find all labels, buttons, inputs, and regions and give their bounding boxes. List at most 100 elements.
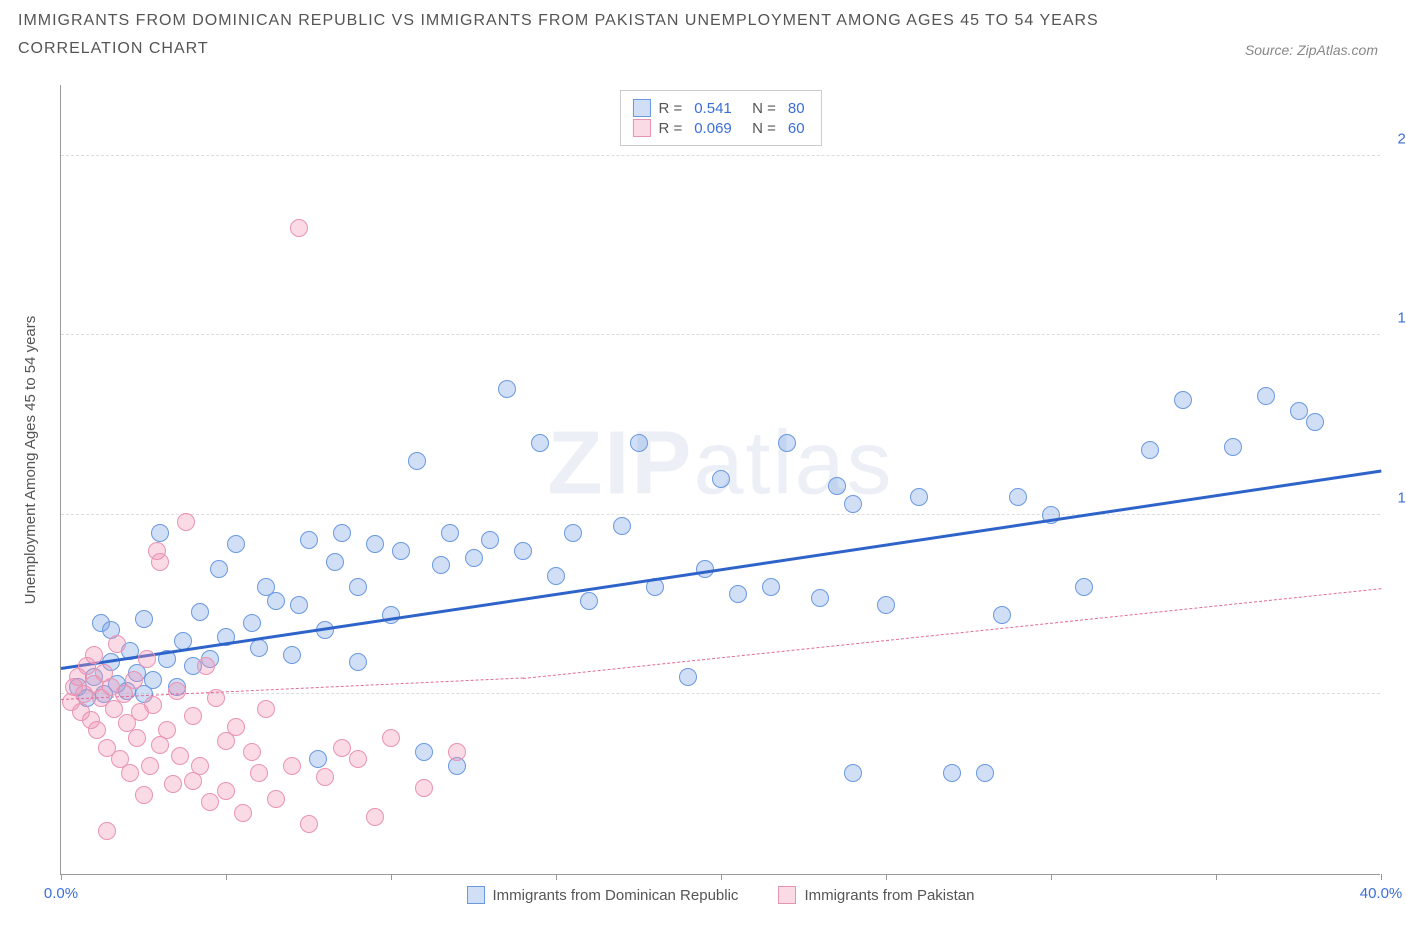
data-point — [1224, 438, 1242, 456]
data-point — [349, 750, 367, 768]
data-point — [234, 804, 252, 822]
watermark-bold: ZIP — [547, 413, 693, 513]
data-point — [243, 614, 261, 632]
x-tick — [1381, 874, 1382, 880]
data-point — [498, 380, 516, 398]
x-tick-label: 0.0% — [44, 885, 78, 902]
data-point — [191, 603, 209, 621]
data-point — [547, 567, 565, 585]
data-point — [531, 434, 549, 452]
data-point — [309, 750, 327, 768]
legend-r-label: R = — [658, 100, 682, 117]
legend-swatch — [467, 886, 485, 904]
y-tick-label: 10.0% — [1385, 489, 1406, 506]
x-tick — [721, 874, 722, 880]
chart-title-block: IMMIGRANTS FROM DOMINICAN REPUBLIC VS IM… — [18, 12, 1099, 68]
data-point — [125, 671, 143, 689]
data-point — [243, 743, 261, 761]
data-point — [98, 822, 116, 840]
data-point — [679, 668, 697, 686]
data-point — [910, 488, 928, 506]
data-point — [168, 682, 186, 700]
data-point — [316, 768, 334, 786]
x-tick — [886, 874, 887, 880]
data-point — [844, 495, 862, 513]
data-point — [811, 589, 829, 607]
data-point — [580, 592, 598, 610]
data-point — [267, 592, 285, 610]
trend-line — [523, 588, 1381, 679]
data-point — [432, 556, 450, 574]
data-point — [191, 757, 209, 775]
data-point — [382, 606, 400, 624]
series-legend-label: Immigrants from Pakistan — [804, 887, 974, 904]
legend-r-value: 0.069 — [694, 120, 732, 137]
data-point — [448, 743, 466, 761]
data-point — [135, 786, 153, 804]
gridline — [61, 334, 1380, 335]
data-point — [844, 764, 862, 782]
gridline — [61, 155, 1380, 156]
data-point — [144, 696, 162, 714]
x-tick — [1216, 874, 1217, 880]
data-point — [1174, 391, 1192, 409]
legend-n-label: N = — [744, 100, 776, 117]
watermark: ZIPatlas — [547, 412, 893, 515]
scatter-chart-area: ZIPatlas R =0.541 N =80R =0.069 N =60 Im… — [60, 85, 1380, 875]
data-point — [158, 721, 176, 739]
data-point — [333, 524, 351, 542]
data-point — [227, 535, 245, 553]
data-point — [88, 721, 106, 739]
data-point — [257, 700, 275, 718]
data-point — [514, 542, 532, 560]
x-tick — [61, 874, 62, 880]
data-point — [151, 524, 169, 542]
data-point — [762, 578, 780, 596]
data-point — [382, 729, 400, 747]
data-point — [128, 729, 146, 747]
data-point — [828, 477, 846, 495]
data-point — [151, 553, 169, 571]
chart-title-line1: IMMIGRANTS FROM DOMINICAN REPUBLIC VS IM… — [18, 12, 1099, 30]
x-tick — [1051, 874, 1052, 880]
data-point — [1257, 387, 1275, 405]
legend-r-label: R = — [658, 120, 682, 137]
data-point — [630, 434, 648, 452]
data-point — [227, 718, 245, 736]
data-point — [415, 779, 433, 797]
y-tick-label: 20.0% — [1385, 130, 1406, 147]
data-point — [121, 764, 139, 782]
data-point — [349, 653, 367, 671]
data-point — [392, 542, 410, 560]
series-legend-item: Immigrants from Dominican Republic — [467, 886, 739, 904]
data-point — [366, 808, 384, 826]
data-point — [415, 743, 433, 761]
chart-title-line2: CORRELATION CHART — [18, 40, 1099, 58]
legend-swatch — [632, 99, 650, 117]
data-point — [197, 657, 215, 675]
data-point — [171, 747, 189, 765]
trend-line — [61, 469, 1381, 669]
y-axis-label: Unemployment Among Ages 45 to 54 years — [22, 316, 39, 605]
data-point — [976, 764, 994, 782]
data-point — [613, 517, 631, 535]
data-point — [729, 585, 747, 603]
data-point — [267, 790, 285, 808]
data-point — [184, 707, 202, 725]
data-point — [283, 646, 301, 664]
legend-row: R =0.541 N =80 — [632, 99, 808, 117]
series-legend: Immigrants from Dominican Republic Immigr… — [467, 886, 975, 904]
source-attribution: Source: ZipAtlas.com — [1245, 42, 1378, 58]
data-point — [943, 764, 961, 782]
x-tick — [226, 874, 227, 880]
data-point — [877, 596, 895, 614]
correlation-legend: R =0.541 N =80R =0.069 N =60 — [619, 90, 821, 146]
data-point — [481, 531, 499, 549]
data-point — [366, 535, 384, 553]
data-point — [85, 646, 103, 664]
data-point — [333, 739, 351, 757]
data-point — [250, 639, 268, 657]
legend-row: R =0.069 N =60 — [632, 119, 808, 137]
x-tick-label: 40.0% — [1360, 885, 1403, 902]
data-point — [778, 434, 796, 452]
